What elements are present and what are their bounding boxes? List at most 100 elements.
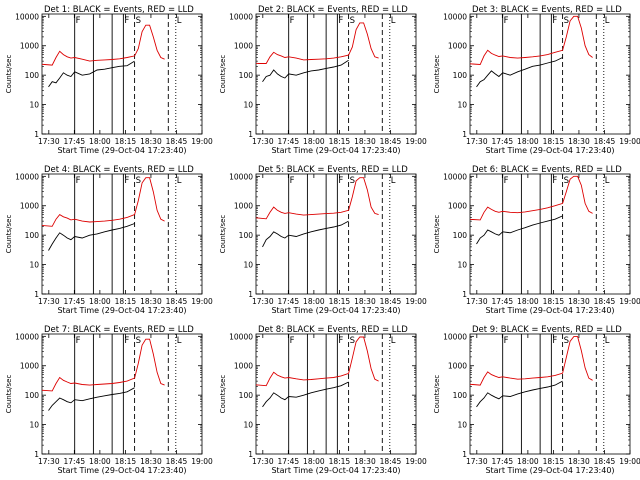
x-tick-label: 17:45 — [492, 297, 514, 306]
marker-label: L — [391, 16, 396, 26]
x-tick-label: 17:45 — [492, 137, 514, 146]
series-line-events — [262, 220, 349, 248]
x-tick-label: 18:30 — [140, 457, 162, 466]
y-tick-label: 1000 — [20, 42, 39, 51]
x-tick-label: 18:00 — [517, 297, 539, 306]
marker-label: F — [338, 16, 343, 26]
y-axis-label: Counts/sec — [433, 55, 441, 94]
x-tick-label: 18:00 — [89, 137, 111, 146]
x-tick-label: 18:45 — [166, 297, 188, 306]
x-tick-label: 18:15 — [329, 297, 351, 306]
y-axis-label: Counts/sec — [433, 375, 441, 414]
marker-label: F — [504, 336, 509, 346]
chart-panel-7: Det 7: BLACK = Events, RED = LLD 1 10 100 10… — [5, 325, 213, 475]
x-tick-label: 17:30 — [466, 457, 488, 466]
y-tick-label: 10 — [29, 261, 39, 270]
chart-panel-3: Det 3: BLACK = Events, RED = LLD 1 10 100 10… — [433, 5, 640, 155]
x-tick-label: 18:00 — [89, 457, 111, 466]
x-tick-label: 18:30 — [354, 137, 376, 146]
y-tick-label: 10 — [243, 261, 253, 270]
y-tick-label: 10 — [29, 101, 39, 110]
y-tick-label: 100 — [453, 231, 468, 240]
series-line-events — [262, 381, 349, 408]
series-line-lld — [42, 177, 165, 227]
y-tick-label: 10 — [457, 261, 467, 270]
x-tick-label: 18:45 — [594, 137, 616, 146]
y-tick-label: 1 — [462, 450, 467, 459]
marker-label: F — [290, 176, 295, 186]
y-tick-label: 100 — [453, 71, 468, 80]
y-tick-label: 10000 — [443, 12, 467, 21]
y-tick-label: 10000 — [229, 332, 253, 341]
y-tick-label: 1000 — [234, 362, 253, 371]
marker-label: F — [76, 16, 81, 26]
series-line-events — [48, 223, 135, 251]
x-axis-label: Start Time (29-Oct-04 17:23:40) — [271, 306, 400, 315]
chart-title: Det 7: BLACK = Events, RED = LLD — [44, 325, 194, 335]
y-axis-label: Counts/sec — [219, 375, 227, 414]
marker-label: F — [338, 336, 343, 346]
x-tick-label: 18:45 — [166, 137, 188, 146]
y-tick-label: 100 — [453, 391, 468, 400]
x-tick-label: 18:15 — [543, 297, 565, 306]
chart-title: Det 4: BLACK = Events, RED = LLD — [44, 165, 194, 175]
x-tick-label: 19:00 — [619, 297, 640, 306]
x-tick-label: 17:30 — [252, 297, 274, 306]
x-tick-label: 18:00 — [517, 137, 539, 146]
series-line-lld — [470, 336, 593, 386]
series-line-events — [262, 59, 349, 82]
marker-label: S — [136, 16, 141, 26]
x-tick-label: 18:45 — [380, 297, 402, 306]
y-tick-label: 100 — [239, 231, 254, 240]
x-tick-label: 17:30 — [38, 457, 60, 466]
y-tick-label: 10 — [243, 101, 253, 110]
y-tick-label: 10 — [457, 101, 467, 110]
x-tick-label: 18:15 — [543, 457, 565, 466]
x-tick-label: 17:45 — [278, 137, 300, 146]
series-line-lld — [256, 177, 379, 220]
chart-panel-5: Det 5: BLACK = Events, RED = LLD 1 10 100 10… — [219, 165, 427, 315]
x-tick-label: 17:45 — [64, 297, 86, 306]
y-tick-label: 100 — [25, 231, 40, 240]
x-tick-label: 19:00 — [405, 297, 427, 306]
y-tick-label: 1000 — [234, 42, 253, 51]
marker-label: F — [76, 176, 81, 186]
marker-label: L — [605, 336, 610, 346]
x-tick-label: 19:00 — [191, 457, 213, 466]
x-tick-label: 18:15 — [115, 297, 137, 306]
marker-label: S — [350, 176, 355, 186]
y-tick-label: 10000 — [229, 12, 253, 21]
x-tick-label: 17:30 — [38, 297, 60, 306]
x-axis-label: Start Time (29-Oct-04 17:23:40) — [485, 146, 614, 155]
series-line-lld — [470, 15, 593, 65]
series-line-lld — [42, 24, 165, 66]
y-tick-label: 1000 — [448, 42, 467, 51]
y-axis-label: Counts/sec — [5, 375, 13, 414]
y-tick-label: 100 — [239, 391, 254, 400]
x-tick-label: 18:30 — [140, 297, 162, 306]
marker-label: L — [391, 336, 396, 346]
plot-frame — [469, 13, 631, 135]
marker-label: L — [391, 176, 396, 186]
series-line-events — [48, 60, 135, 88]
y-tick-label: 100 — [25, 391, 40, 400]
marker-label: F — [552, 176, 557, 186]
y-tick-label: 1000 — [448, 202, 467, 211]
marker-label: F — [290, 16, 295, 26]
x-tick-label: 18:30 — [354, 297, 376, 306]
x-tick-label: 18:15 — [543, 137, 565, 146]
x-tick-label: 18:15 — [329, 137, 351, 146]
marker-label: F — [124, 336, 129, 346]
y-tick-label: 1 — [248, 290, 253, 299]
marker-label: L — [605, 176, 610, 186]
y-tick-label: 1 — [462, 290, 467, 299]
y-tick-label: 1 — [462, 130, 467, 139]
y-tick-label: 1 — [34, 450, 39, 459]
x-tick-label: 19:00 — [619, 457, 640, 466]
marker-label: F — [552, 16, 557, 26]
marker-label: F — [124, 16, 129, 26]
chart-panel-4: Det 4: BLACK = Events, RED = LLD 1 10 100 10… — [5, 165, 213, 315]
x-axis-label: Start Time (29-Oct-04 17:23:40) — [57, 306, 186, 315]
chart-title: Det 6: BLACK = Events, RED = LLD — [472, 165, 622, 175]
